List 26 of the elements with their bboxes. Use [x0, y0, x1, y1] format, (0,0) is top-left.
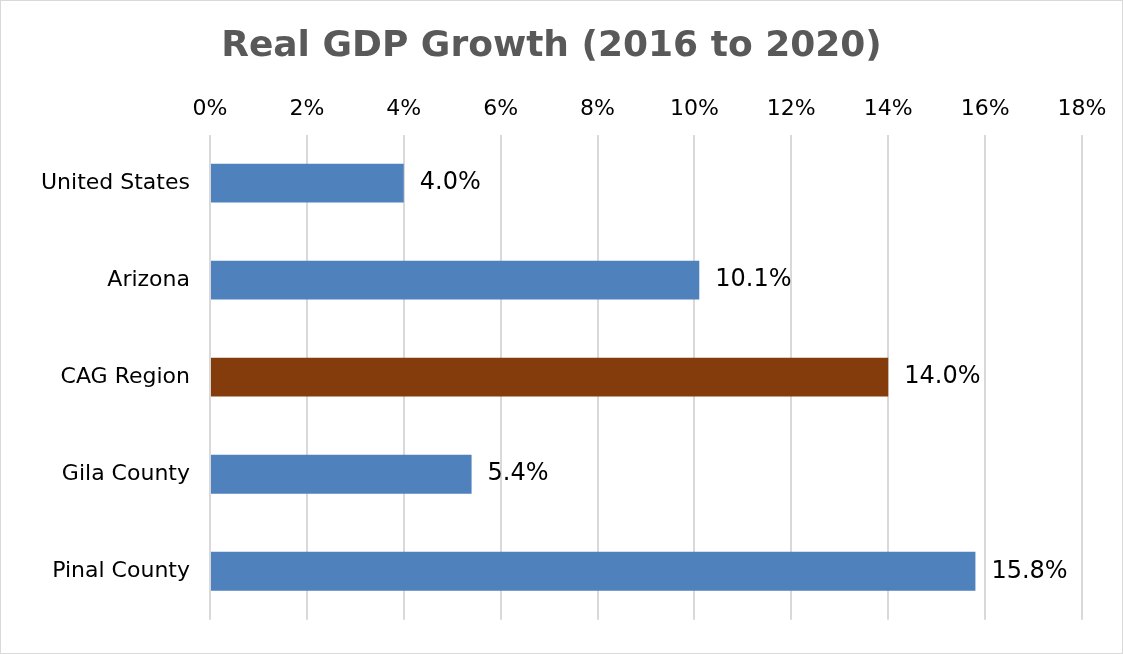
- x-tick-label: 14%: [863, 95, 913, 121]
- data-label: 10.1%: [715, 264, 792, 293]
- y-tick-label: CAG Region: [60, 362, 190, 388]
- data-label: 5.4%: [487, 458, 549, 487]
- x-tick-label: 16%: [960, 95, 1010, 121]
- bar: [210, 454, 472, 494]
- data-label: 15.8%: [991, 555, 1068, 584]
- bar: [210, 551, 976, 591]
- x-tick-label: 12%: [766, 95, 816, 121]
- x-tick-label: 8%: [580, 95, 615, 121]
- x-tick-label: 10%: [669, 95, 719, 121]
- y-tick-label: Gila County: [61, 459, 190, 485]
- x-tick-label: 6%: [483, 95, 519, 121]
- x-tick-label: 18%: [1057, 95, 1107, 121]
- bar: [210, 260, 700, 300]
- x-tick-label: 2%: [289, 95, 325, 121]
- y-tick-label: Arizona: [107, 265, 190, 291]
- x-tick-label: 0%: [192, 95, 228, 121]
- bar: [210, 357, 889, 397]
- y-tick-label: Pinal County: [52, 557, 190, 582]
- y-tick-label: United States: [40, 168, 190, 194]
- chart-title: Real GDP Growth (2016 to 2020): [221, 22, 882, 64]
- data-label: 14.0%: [904, 361, 981, 390]
- bar: [210, 163, 404, 203]
- x-tick-label: 4%: [386, 95, 422, 121]
- data-label: 4.0%: [419, 167, 481, 196]
